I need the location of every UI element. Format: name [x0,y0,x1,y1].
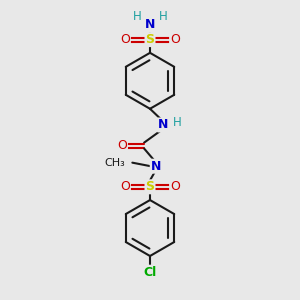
Text: O: O [170,180,180,193]
Text: N: N [158,118,168,131]
Text: S: S [146,33,154,46]
Text: H: H [132,10,141,22]
Text: O: O [120,180,130,193]
Text: Cl: Cl [143,266,157,279]
Text: H: H [173,116,182,129]
Text: N: N [145,18,155,32]
Text: S: S [146,180,154,193]
Text: O: O [120,33,130,46]
Text: O: O [117,139,127,152]
Text: H: H [159,10,168,22]
Text: O: O [170,33,180,46]
Text: CH₃: CH₃ [104,158,125,168]
Text: N: N [151,160,161,173]
